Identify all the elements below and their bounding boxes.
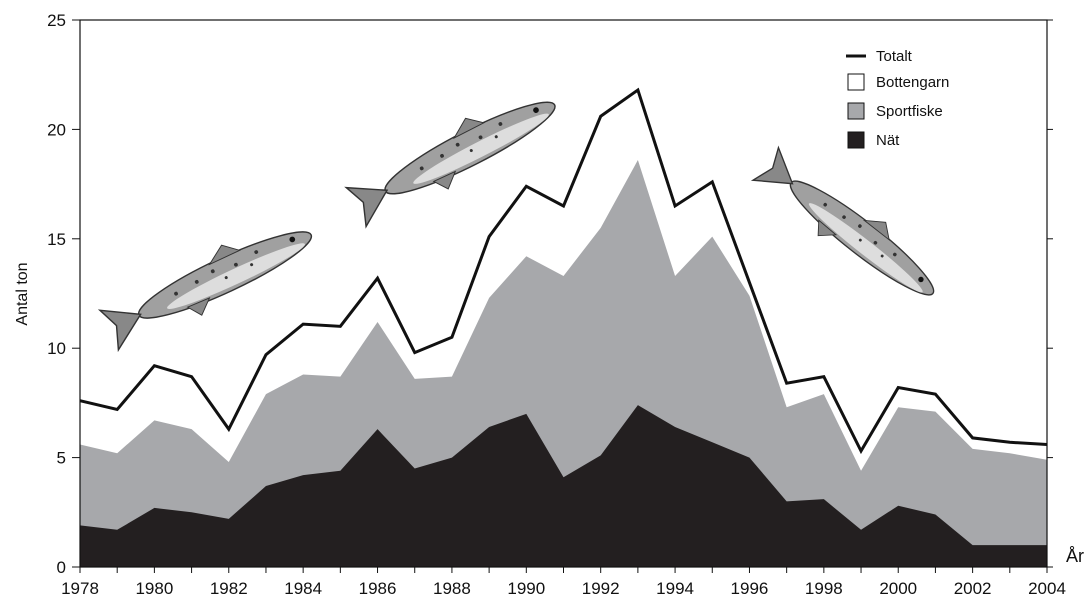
y-tick-label: 15 bbox=[47, 230, 66, 249]
area-layers bbox=[80, 90, 1047, 568]
legend-swatch-nat bbox=[847, 131, 865, 149]
legend-label-bottengarn: Bottengarn bbox=[876, 74, 949, 91]
x-tick-label: 1996 bbox=[731, 579, 769, 598]
total-line-layer bbox=[79, 87, 1048, 455]
x-tick-label: 1986 bbox=[359, 579, 397, 598]
line-totalt bbox=[79, 87, 1048, 455]
salmon-icon bbox=[750, 141, 951, 314]
x-tick-label: 1990 bbox=[507, 579, 545, 598]
y-tick-label: 0 bbox=[57, 558, 66, 577]
x-tick-label: 1992 bbox=[582, 579, 620, 598]
x-tick-label: 1982 bbox=[210, 579, 248, 598]
legend-label-sportfiske: Sportfiske bbox=[876, 103, 943, 120]
salmon-icon bbox=[96, 208, 324, 355]
legend-label-totalt: Totalt bbox=[876, 48, 913, 65]
x-axis: 1978 1980 1982 1984 1986 1988 1990 1992 1994 1996… bbox=[61, 567, 1066, 598]
x-tick-label: 2004 bbox=[1028, 579, 1066, 598]
y-tick-label: 20 bbox=[47, 120, 66, 139]
y-tick-label: 25 bbox=[47, 11, 66, 30]
legend-swatch-bottengarn bbox=[847, 73, 865, 91]
area-nat bbox=[80, 405, 1047, 567]
x-tick-label: 1994 bbox=[656, 579, 694, 598]
legend: Totalt Bottengarn Sportfiske Nät bbox=[846, 48, 949, 149]
x-tick-label: 1988 bbox=[433, 579, 471, 598]
x-tick-label: 2000 bbox=[879, 579, 917, 598]
y-axis-label: Antal ton bbox=[14, 262, 31, 325]
legend-label-nat: Nät bbox=[876, 132, 900, 149]
x-tick-label: 2002 bbox=[954, 579, 992, 598]
y-axis: 0 5 10 15 20 25 bbox=[47, 11, 1053, 577]
area-sportfiske bbox=[80, 160, 1047, 568]
y-tick-label: 5 bbox=[57, 449, 66, 468]
x-axis-label: År bbox=[1066, 546, 1084, 566]
x-tick-label: 1984 bbox=[284, 579, 322, 598]
x-tick-label: 1980 bbox=[135, 579, 173, 598]
legend-swatch-sportfiske bbox=[847, 102, 865, 120]
y-tick-label: 10 bbox=[47, 339, 66, 358]
x-tick-label: 1998 bbox=[805, 579, 843, 598]
x-tick-label: 1978 bbox=[61, 579, 99, 598]
